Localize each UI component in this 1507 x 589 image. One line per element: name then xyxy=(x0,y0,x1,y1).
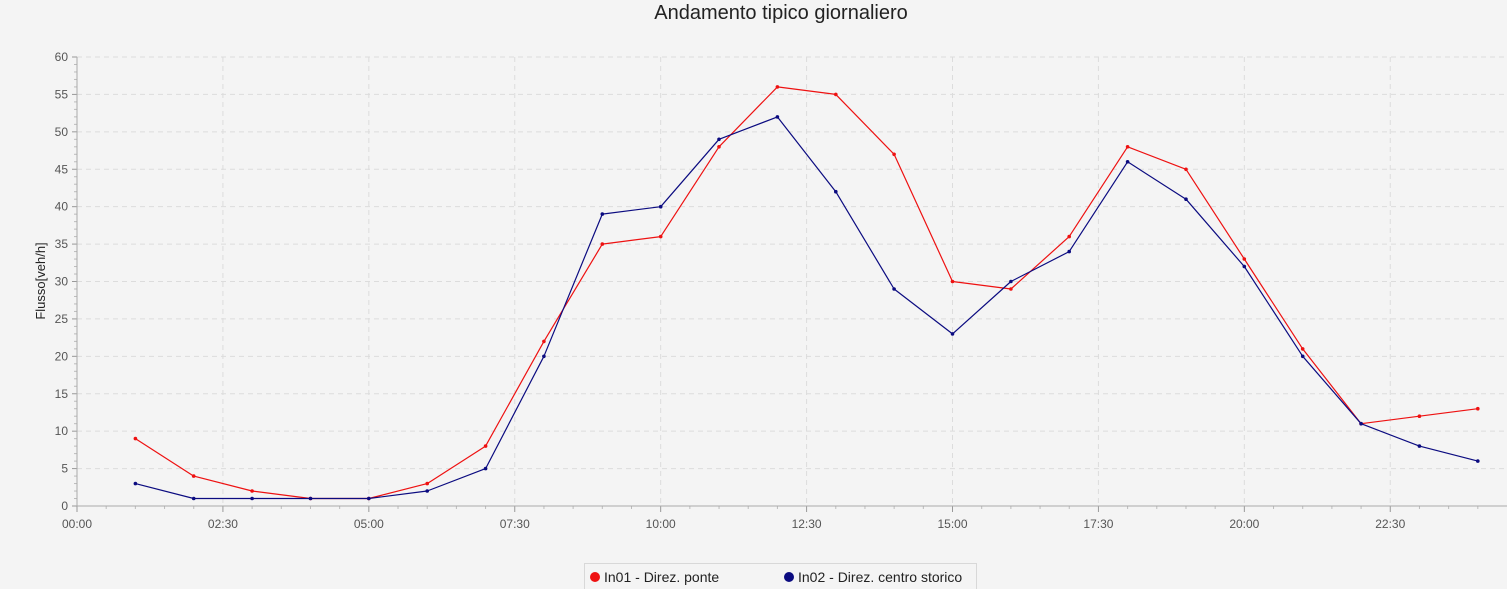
x-tick-label: 22:30 xyxy=(1375,517,1405,531)
y-tick-label: 60 xyxy=(55,50,69,64)
y-tick-label: 25 xyxy=(55,312,69,326)
y-tick-label: 35 xyxy=(55,237,69,251)
data-point-series-2[interactable] xyxy=(950,332,955,336)
data-point-series-1[interactable] xyxy=(1300,347,1305,351)
x-tick-label: 05:00 xyxy=(354,517,384,531)
data-point-series-2[interactable] xyxy=(1417,444,1422,448)
y-tick-label: 5 xyxy=(61,462,68,476)
x-tick-label: 12:30 xyxy=(792,517,822,531)
axes: 0 5 10 15 20 25 30 35 40 45 50 55 60 00:00 02:30 05:00 0… xyxy=(55,50,1507,531)
data-point-series-1[interactable] xyxy=(950,279,955,284)
data-point-series-1[interactable] xyxy=(892,152,896,157)
y-tick-label: 45 xyxy=(55,162,69,176)
data-point-series-2[interactable] xyxy=(834,189,838,194)
data-point-series-1[interactable] xyxy=(1476,406,1480,411)
data-point-series-2[interactable] xyxy=(717,137,721,142)
data-point-series-2[interactable] xyxy=(1359,421,1363,426)
data-point-series-2[interactable] xyxy=(542,354,546,359)
legend-dot-in01-icon xyxy=(590,572,600,582)
y-tick-label: 10 xyxy=(55,424,69,438)
legend-label-in01: In01 - Direz. ponte xyxy=(604,569,720,585)
data-point-series-1[interactable] xyxy=(834,92,838,97)
data-point-series-2[interactable] xyxy=(425,489,430,493)
data-point-series-2[interactable] xyxy=(367,496,371,501)
data-point-series-1[interactable] xyxy=(191,474,196,478)
chart-title: Andamento tipico giornaliero xyxy=(654,2,908,24)
data-point-series-1[interactable] xyxy=(717,145,721,149)
data-point-series-1[interactable] xyxy=(1242,257,1247,261)
grid-lines xyxy=(77,56,1507,506)
y-tick-label: 50 xyxy=(55,125,69,139)
data-point-series-2[interactable] xyxy=(658,204,663,209)
x-tick-label: 20:00 xyxy=(1229,517,1259,531)
data-point-series-2[interactable] xyxy=(1125,160,1130,164)
data-point-series-2[interactable] xyxy=(892,287,896,291)
y-axis-title: Flusso[veh/h] xyxy=(33,242,48,319)
data-point-series-2[interactable] xyxy=(1300,354,1305,359)
data-point-series-1[interactable] xyxy=(600,242,605,246)
data-point-series-1[interactable] xyxy=(1009,287,1013,291)
data-point-series-1[interactable] xyxy=(1417,414,1422,419)
data-point-series-1[interactable] xyxy=(1184,167,1188,172)
series-line-2 xyxy=(135,116,1478,500)
data-point-series-1[interactable] xyxy=(658,234,663,239)
data-point-series-1[interactable] xyxy=(250,489,254,493)
data-point-series-2[interactable] xyxy=(133,481,138,486)
y-tick-label: 55 xyxy=(55,87,69,101)
data-point-series-2[interactable] xyxy=(308,496,313,501)
data-point-series-1[interactable] xyxy=(775,85,780,89)
data-point-series-2[interactable] xyxy=(1242,264,1247,269)
data-point-series-1[interactable] xyxy=(483,444,488,448)
line-chart: 0 5 10 15 20 25 30 35 40 45 50 55 60 00:00 02:30 05:00 0… xyxy=(33,50,1507,531)
legend-dot-in02-icon xyxy=(784,572,794,582)
data-point-series-1[interactable] xyxy=(133,436,138,441)
y-tick-label: 40 xyxy=(55,200,69,214)
y-tick-label: 0 xyxy=(61,499,68,513)
data-point-series-2[interactable] xyxy=(1067,249,1071,254)
data-point-series-1[interactable] xyxy=(425,481,430,486)
data-point-series-2[interactable] xyxy=(191,496,196,501)
y-tick-label: 20 xyxy=(55,349,69,363)
data-point-series-2[interactable] xyxy=(1476,459,1480,463)
data-point-series-2[interactable] xyxy=(775,115,780,119)
data-point-series-1[interactable] xyxy=(1067,234,1071,239)
legend: In01 - Direz. ponte In02 - Direz. centro… xyxy=(584,563,977,589)
y-tick-label: 15 xyxy=(55,387,69,401)
data-point-series-2[interactable] xyxy=(483,466,488,471)
data-point-series-1[interactable] xyxy=(542,339,546,344)
y-tick-label: 30 xyxy=(55,275,69,289)
data-point-series-2[interactable] xyxy=(1184,197,1188,201)
data-point-series-2[interactable] xyxy=(1009,279,1013,284)
x-tick-label: 02:30 xyxy=(208,517,238,531)
legend-label-in02: In02 - Direz. centro storico xyxy=(798,569,963,585)
x-tick-label: 15:00 xyxy=(937,517,967,531)
data-point-series-2[interactable] xyxy=(250,496,254,501)
x-tick-label: 17:30 xyxy=(1083,517,1113,531)
x-tick-label: 10:00 xyxy=(646,517,676,531)
series-lines xyxy=(133,85,1480,501)
x-tick-label: 07:30 xyxy=(500,517,530,531)
data-point-series-2[interactable] xyxy=(600,212,605,216)
data-point-series-1[interactable] xyxy=(1125,145,1130,149)
legend-item-in01[interactable]: In01 - Direz. ponte xyxy=(590,569,719,585)
legend-item-in02[interactable]: In02 - Direz. centro storico xyxy=(784,569,962,585)
x-tick-label: 00:00 xyxy=(62,517,92,531)
